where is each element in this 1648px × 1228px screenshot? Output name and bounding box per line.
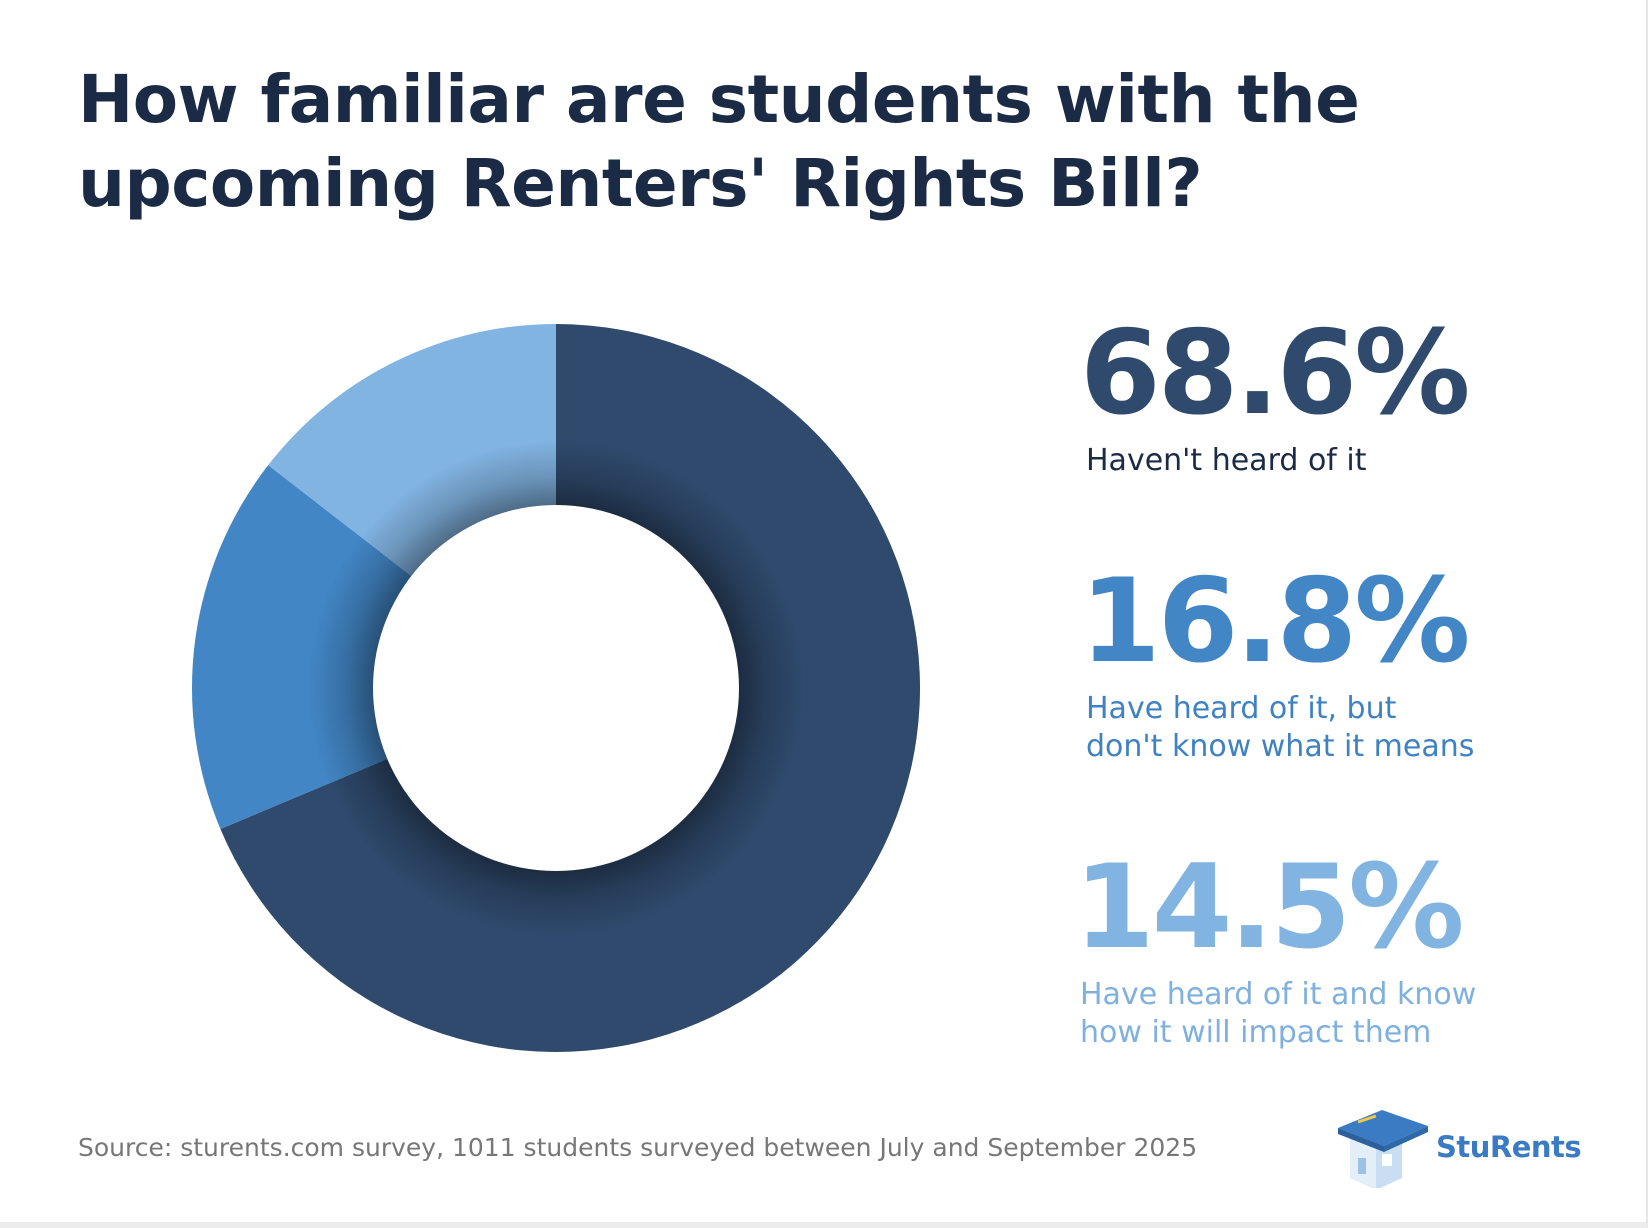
stat-label: Have heard of it and know how it will im… (1080, 977, 1477, 1050)
source-note: Source: sturents.com survey, 1011 studen… (78, 1133, 1198, 1162)
stat-havent-heard: 68.6% Haven't heard of it (1080, 316, 1620, 480)
stat-heard-not-understood: 16.8% Have heard of it, but don't know w… (1080, 564, 1620, 766)
chart-title-line-2: upcoming Renters' Rights Bill? (78, 145, 1203, 222)
stat-heard-and-understood: 14.5% Have heard of it and know how it w… (1074, 850, 1614, 1052)
logo-wordmark: StuRents (1436, 1130, 1582, 1164)
donut-chart (180, 312, 932, 1064)
stat-value: 14.5% (1074, 840, 1464, 975)
stat-value: 16.8% (1080, 554, 1470, 689)
chart-title-line-1: How familiar are students with the (78, 61, 1360, 138)
stat-label: Have heard of it, but don't know what it… (1086, 691, 1475, 764)
stat-value: 68.6% (1080, 306, 1470, 441)
donut-hole (373, 505, 739, 871)
stat-label: Haven't heard of it (1086, 443, 1367, 478)
chart-title: How familiar are students with the upcom… (78, 58, 1478, 226)
graduation-cap-house-icon (1338, 1110, 1428, 1188)
sturents-logo: StuRents (1336, 1106, 1586, 1188)
